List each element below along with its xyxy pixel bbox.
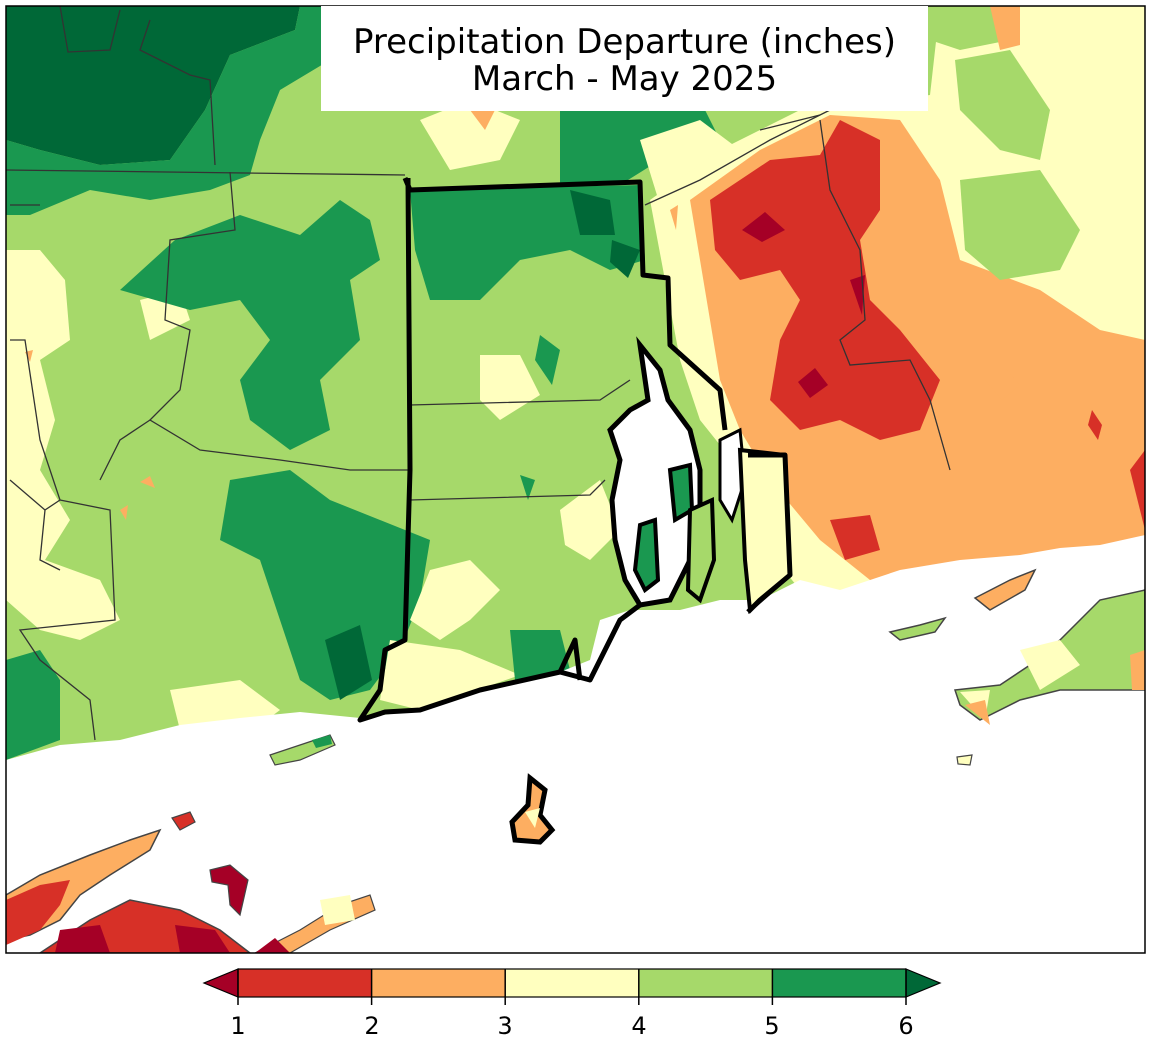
colorbar-bin xyxy=(371,969,506,997)
map-title: Precipitation Departure (inches) xyxy=(352,22,897,62)
long-island xyxy=(6,811,376,953)
county-borders xyxy=(6,6,951,741)
zone-3-4-west xyxy=(6,250,120,640)
colorbar-tick-label: 2 xyxy=(364,1012,380,1040)
colorbar-tick-label: 5 xyxy=(764,1012,780,1040)
map-subtitle: March - May 2025 xyxy=(471,59,778,99)
zone-over-6-nw xyxy=(6,6,300,165)
zone-1-2-east xyxy=(710,120,940,440)
ri-border xyxy=(357,177,728,723)
colorbar-bin xyxy=(238,969,372,997)
colorbar xyxy=(202,968,942,1005)
colorbar-bin xyxy=(772,969,906,997)
colorbar-bin xyxy=(638,969,773,997)
title-box: Precipitation Departure (inches) March -… xyxy=(321,6,928,111)
state-borders xyxy=(357,177,793,723)
colorbar-tick-label: 4 xyxy=(631,1012,647,1040)
colorbar-over-extend xyxy=(905,968,942,998)
block-island xyxy=(509,773,556,845)
zone-5-6-west xyxy=(120,200,380,450)
colorbar-tick-label: 1 xyxy=(230,1012,246,1040)
colorbar-tick-label: 3 xyxy=(497,1012,513,1040)
zone-5-6-north xyxy=(6,6,330,215)
colorbar-tick-label: 6 xyxy=(898,1012,914,1040)
island-east-small xyxy=(973,568,1037,611)
colorbar-under-extend xyxy=(202,968,239,998)
ocean xyxy=(6,535,1145,953)
colorbar-bin xyxy=(505,969,639,997)
